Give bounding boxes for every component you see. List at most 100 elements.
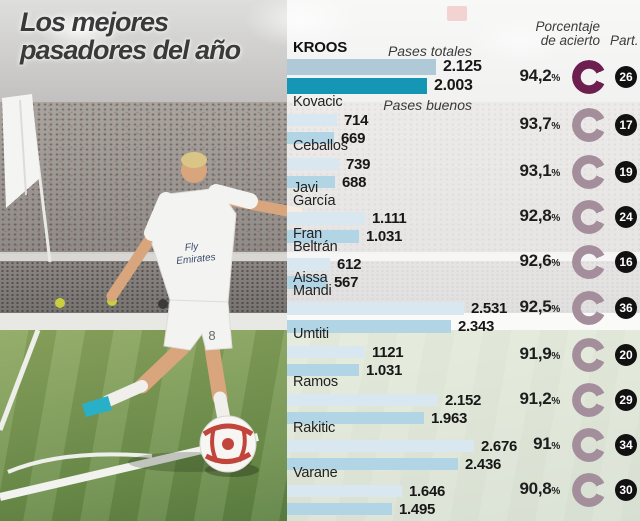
- touch-line: [0, 329, 41, 431]
- player-name: Rakitic: [293, 420, 336, 436]
- accuracy-percent: 94,2%: [519, 66, 561, 85]
- matches-column-header: Part.: [610, 33, 639, 48]
- player-right-sleeve: [208, 184, 258, 209]
- legend-good-passes: Pases buenos: [383, 97, 472, 113]
- good-passes-bar: [287, 457, 458, 471]
- player-left-sleeve: [144, 192, 174, 241]
- total-passes-bar: [287, 212, 365, 225]
- total-passes-bar: [287, 484, 402, 498]
- good-passes-bar: [287, 77, 427, 94]
- matches-badge: 36: [615, 297, 637, 319]
- player-row: Aissa Mandi 2.531 2.343: [287, 270, 547, 336]
- total-passes-bar: [287, 345, 365, 359]
- title-line2: pasadores del año: [20, 35, 241, 65]
- accuracy-donut-icon: [572, 108, 606, 142]
- jersey-sponsor-line2: Emirates: [176, 252, 216, 267]
- good-passes-bar: [287, 131, 334, 145]
- accuracy-percent: 92,6%: [519, 251, 561, 270]
- total-passes-bar: [287, 393, 438, 407]
- player-name: Ramos: [293, 374, 338, 390]
- player-name: Aissa Mandi: [293, 270, 332, 299]
- legend-total-passes: Pases totales: [387, 43, 472, 59]
- player-row: Ramos 2.152 1.963: [287, 374, 547, 428]
- player-kick-sock: [102, 380, 148, 407]
- player-name: Umtiti: [293, 326, 329, 342]
- matches-badge: 16: [615, 251, 637, 273]
- title-line1: Los mejores: [20, 7, 169, 37]
- player-row: Fran Beltrán 612 567: [287, 227, 547, 292]
- total-passes-value: 714: [344, 111, 369, 129]
- accuracy-donut-icon: [572, 291, 606, 325]
- accuracy-header-line2: de acierto: [540, 33, 600, 48]
- soccer-ball: [199, 415, 259, 477]
- good-passes-value: 567: [334, 274, 359, 291]
- player-row: Javi García 1.111 1.031: [287, 181, 547, 246]
- good-passes-bar: [287, 175, 335, 189]
- player-row: KROOS 2.125 2.003: [287, 39, 547, 96]
- good-passes-value: 688: [342, 173, 367, 191]
- good-passes-value: 1.495: [399, 500, 436, 518]
- matches-badge: 34: [615, 434, 637, 456]
- good-passes-bar: [287, 502, 392, 516]
- matches-badge: 29: [615, 389, 637, 411]
- player-hair: [181, 152, 207, 168]
- player-name: KROOS: [293, 39, 348, 56]
- good-passes-value: 1.031: [366, 228, 403, 245]
- total-passes-value: 1121: [372, 343, 404, 361]
- accuracy-donut-icon: [572, 428, 606, 462]
- accuracy-percent: 92,5%: [519, 297, 561, 316]
- total-passes-bar: [287, 258, 330, 271]
- good-passes-value: 2.343: [458, 318, 495, 335]
- matches-badge: 19: [615, 161, 637, 183]
- total-passes-value: 2.531: [471, 300, 508, 317]
- player-row: Kovacic 714 669: [287, 94, 547, 148]
- player-name: Ceballos: [293, 138, 348, 154]
- player-row: Ceballos 739 688: [287, 138, 547, 192]
- accuracy-donut-icon: [572, 338, 606, 372]
- accuracy-percent: 91,9%: [519, 344, 561, 363]
- total-passes-bar: [287, 113, 337, 127]
- photographer: [158, 299, 168, 309]
- good-passes-bar: [287, 411, 424, 425]
- player-name: Varane: [293, 465, 338, 481]
- matches-badge: 17: [615, 114, 637, 136]
- total-passes-value: 1.111: [372, 210, 407, 227]
- matches-badge: 26: [615, 66, 637, 88]
- jersey-sponsor-line1: Fly: [184, 241, 199, 253]
- player-name: Kovacic: [293, 94, 343, 110]
- total-passes-value: 739: [346, 155, 371, 173]
- accuracy-percent: 92,8%: [519, 206, 561, 225]
- accuracy-header-line1: Porcentaje: [535, 19, 600, 34]
- player-kick-thigh: [134, 340, 190, 394]
- good-passes-value: 669: [341, 129, 366, 147]
- accuracy-donut-icon: [572, 155, 606, 189]
- accuracy-percent: 93,1%: [519, 161, 561, 180]
- total-passes-value: 2.676: [481, 437, 518, 455]
- good-passes-bar: [287, 276, 327, 289]
- accuracy-percent: 91,2%: [519, 389, 561, 408]
- total-passes-value: 2.125: [443, 57, 482, 75]
- matches-badge: 24: [615, 206, 637, 228]
- accuracy-percent: 93,7%: [519, 114, 561, 133]
- accuracy-percent: 90,8%: [519, 479, 561, 498]
- player-row: Umtiti 1121 1.031: [287, 326, 547, 380]
- accuracy-donut-icon: [572, 200, 606, 234]
- total-passes-value: 2.152: [445, 391, 482, 409]
- player-figure: Fly Emirates 8: [82, 152, 304, 457]
- total-passes-value: 612: [337, 256, 362, 273]
- accuracy-donut-icon: [572, 60, 606, 94]
- accuracy-donut-icon: [572, 245, 606, 279]
- player-kick-boot: [82, 396, 112, 417]
- corner-flag: [2, 94, 52, 263]
- total-passes-bar: [287, 157, 339, 171]
- good-passes-bar: [287, 230, 359, 243]
- player-plant-thigh: [204, 340, 228, 406]
- total-passes-bar: [287, 439, 474, 453]
- accuracy-column-header: Porcentaje de acierto: [440, 20, 600, 48]
- good-passes-bar: [287, 363, 359, 377]
- total-passes-bar: [287, 58, 436, 75]
- accuracy-donut-icon: [572, 473, 606, 507]
- good-passes-value: 2.436: [465, 455, 502, 473]
